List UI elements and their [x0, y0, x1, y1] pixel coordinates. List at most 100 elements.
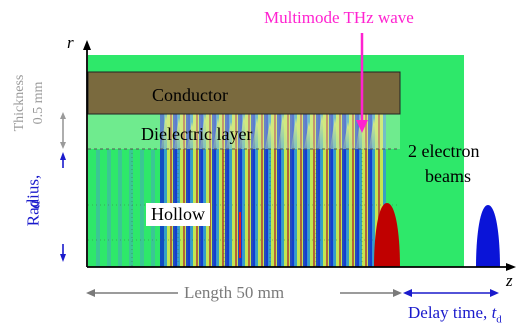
wave-stripe — [313, 112, 315, 267]
wave-stripe — [238, 112, 242, 267]
wave-stripe — [339, 112, 341, 267]
dielectric-layer — [88, 112, 400, 149]
wave-stripe — [180, 112, 183, 267]
wave-stripe — [320, 112, 323, 267]
wave-stripe — [378, 112, 380, 267]
delay-subscript: d — [496, 313, 502, 326]
delay-symbol: t — [491, 303, 497, 322]
wave-stripe — [352, 112, 354, 267]
wave-cone — [213, 118, 223, 149]
wave-stripe — [342, 112, 346, 267]
thickness-label-line2: 0.5 mm — [31, 81, 46, 125]
radius-arrow-down — [60, 254, 66, 262]
wave-stripe — [336, 112, 339, 267]
dielectric-label: Dielectric layer — [141, 124, 253, 144]
wave-stripe — [235, 112, 237, 267]
wave-stripe — [170, 112, 172, 267]
wave-cone — [226, 122, 236, 149]
wave-stripe — [173, 112, 177, 267]
wave-field-stripes — [96, 112, 386, 267]
wave-stripe — [258, 112, 261, 267]
wave-stripe — [287, 112, 289, 267]
radius-arrow-up — [60, 152, 66, 160]
wave-cone — [200, 114, 210, 149]
thickness-arrow-up — [60, 112, 66, 119]
wave-stripe — [297, 112, 300, 267]
wave-stripe — [242, 112, 245, 267]
wave-cone — [161, 114, 171, 149]
wave-cone — [291, 118, 301, 149]
wave-stripe — [193, 112, 196, 267]
wave-stripe — [362, 112, 365, 267]
wave-stripe — [190, 112, 193, 267]
wave-stripe-faint — [107, 150, 111, 267]
conductor-block — [87, 71, 401, 115]
wave-stripe — [359, 112, 362, 267]
electron-beam-red — [374, 203, 400, 267]
wave-stripe — [372, 112, 375, 267]
wave-cone — [278, 114, 288, 149]
wave-cone — [187, 122, 197, 149]
wave-stripe — [349, 112, 352, 267]
wave-stripe — [316, 112, 320, 267]
thickness-label-line1: Thickness — [12, 74, 27, 132]
z-axis-arrow — [506, 263, 516, 271]
thz-wave-label: Multimode THz wave — [264, 8, 414, 27]
wave-stripe — [209, 112, 211, 267]
r-axis-arrow — [83, 40, 91, 50]
wave-stripe — [245, 112, 248, 267]
wave-stripe — [212, 112, 216, 267]
wave-stripe — [271, 112, 274, 267]
wave-stripe — [380, 112, 383, 267]
wave-cone — [369, 118, 379, 149]
wave-stripe — [290, 112, 294, 267]
wave-stripe — [368, 112, 372, 267]
electron-beam-blue — [476, 205, 500, 267]
wave-stripe — [216, 112, 219, 267]
wave-stripe — [183, 112, 185, 267]
thickness-arrow-down — [60, 142, 66, 149]
delay-arrow-right — [490, 289, 499, 297]
conductor-label: Conductor — [152, 85, 228, 105]
wave-stripe — [255, 112, 258, 267]
wave-stripe — [261, 112, 263, 267]
wave-stripe — [274, 112, 276, 267]
wave-stripe-faint — [140, 150, 144, 267]
wave-stripe — [219, 112, 222, 267]
wave-stripe — [232, 112, 235, 267]
wave-stripe — [167, 112, 170, 267]
wave-stripe — [355, 112, 359, 267]
wave-cone — [330, 118, 340, 149]
wave-stripe — [326, 112, 328, 267]
wave-stripe — [186, 112, 190, 267]
wave-stripe — [307, 112, 310, 267]
beams-label-line1: 2 electron — [408, 141, 480, 161]
wave-stripe — [248, 112, 250, 267]
wave-stripe — [160, 112, 164, 267]
wave-stripe — [375, 112, 378, 267]
wave-stripe — [346, 112, 349, 267]
delay-arrow-left — [403, 289, 412, 297]
wave-stripe — [277, 112, 281, 267]
wave-stripe — [268, 112, 271, 267]
wave-stripe — [222, 112, 224, 267]
wave-stripe — [333, 112, 336, 267]
wave-stripe — [294, 112, 297, 267]
length-arrow-right — [393, 289, 402, 297]
z-axis-label: z — [506, 271, 513, 290]
wave-stripe — [164, 112, 167, 267]
length-label: Length 50 mm — [184, 283, 285, 302]
wave-stripe — [177, 112, 180, 267]
field-grid — [88, 149, 400, 267]
wave-stripe — [225, 112, 229, 267]
wave-cone — [174, 118, 184, 149]
wave-stripe — [206, 112, 209, 267]
wave-stripe — [199, 112, 203, 267]
wave-cone — [239, 114, 249, 149]
wave-stripe — [196, 112, 198, 267]
wave-stripe — [383, 112, 386, 267]
wave-cone — [304, 122, 314, 149]
wave-stripe — [365, 112, 367, 267]
wave-stripe — [284, 112, 287, 267]
